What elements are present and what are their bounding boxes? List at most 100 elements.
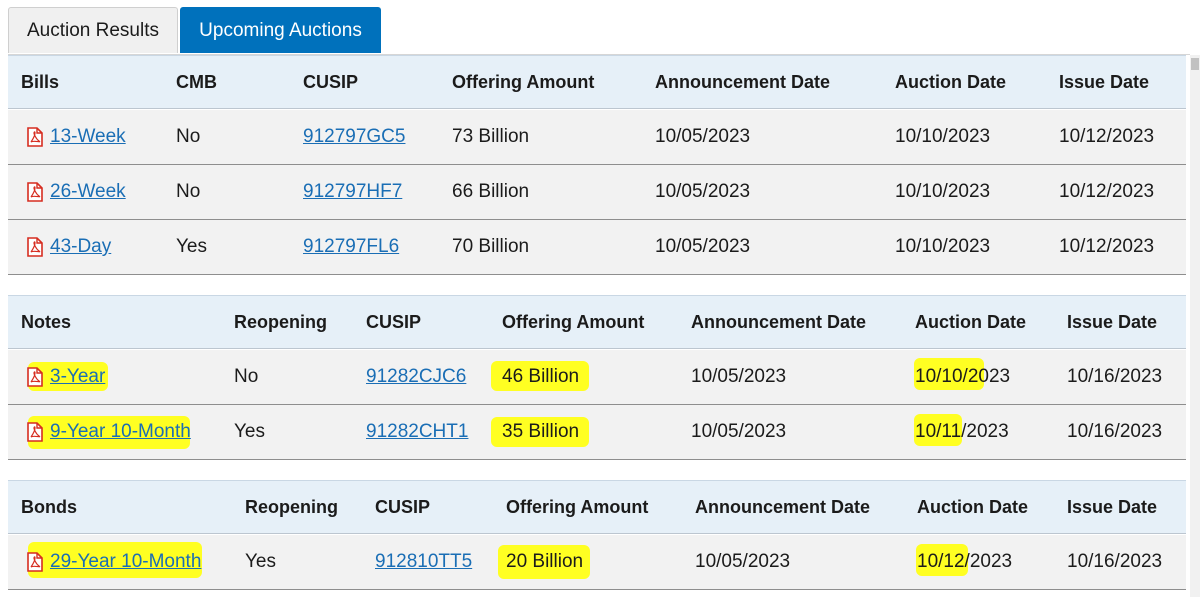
cusip-cell: 912797HF7 — [303, 165, 402, 219]
column-header-announcement-date: Announcement Date — [655, 71, 831, 92]
announcement-date-cell: 10/05/2023 — [695, 551, 791, 572]
column-header-reopening: Reopening — [234, 311, 327, 332]
issue-date-cell: 10/12/2023 — [1059, 126, 1155, 147]
pdf-icon[interactable] — [26, 552, 44, 572]
security-term-link[interactable]: 29-Year 10-Month — [50, 551, 202, 572]
announcement-date-cell: 10/05/2023 — [655, 236, 751, 257]
issue-date-cell: 10/16/2023 — [1067, 551, 1163, 572]
security-term-cell: 13-Week — [26, 110, 126, 164]
security-term-link[interactable]: 13-Week — [50, 126, 126, 147]
auction-date-cell: 10/10/2023 — [895, 126, 991, 147]
highlight-marker — [28, 542, 202, 578]
pdf-icon[interactable] — [26, 237, 44, 257]
column-header-issue-date: Issue Date — [1059, 71, 1150, 92]
column-header-cusip: CUSIP — [366, 311, 422, 332]
highlight-marker — [498, 545, 590, 579]
reopening-cell: No — [234, 366, 259, 387]
column-header-offering-amount: Offering Amount — [502, 311, 645, 332]
notes-table: Notes Reopening CUSIP Offering Amount An… — [8, 295, 1186, 461]
table-row: 13-Week No 912797GC5 73 Billion 10/05/20… — [8, 110, 1186, 165]
column-header-announcement-date: Announcement Date — [691, 311, 867, 332]
security-term-cell: 9-Year 10-Month — [26, 405, 191, 459]
cusip-cell: 91282CJC6 — [366, 350, 466, 404]
auction-date-cell: 10/10/2023 — [895, 181, 991, 202]
announcement-date-cell: 10/05/2023 — [691, 366, 787, 387]
announcement-date-cell: 10/05/2023 — [691, 421, 787, 442]
security-term-cell: 43-Day — [26, 220, 111, 274]
column-header-cusip: CUSIP — [303, 71, 359, 92]
column-header-cusip: CUSIP — [375, 496, 431, 517]
highlight-marker — [491, 417, 589, 447]
bonds-table: Bonds Reopening CUSIP Offering Amount An… — [8, 480, 1186, 591]
bills-table: Bills CMB CUSIP Offering Amount Announce… — [8, 55, 1186, 277]
tab-auction-results[interactable]: Auction Results — [8, 7, 178, 53]
issue-date-cell: 10/16/2023 — [1067, 421, 1163, 442]
offering-amount-cell: 35 Billion — [502, 421, 580, 442]
auction-date-cell: 10/11/2023 — [915, 421, 1009, 442]
column-header-issue-date: Issue Date — [1067, 496, 1158, 517]
cusip-cell: 912797GC5 — [303, 110, 405, 164]
column-header-auction-date: Auction Date — [917, 496, 1029, 517]
highlight-marker — [28, 416, 190, 449]
auction-date-cell: 10/10/2023 — [915, 366, 1011, 387]
issue-date-cell: 10/12/2023 — [1059, 181, 1155, 202]
cmb-cell: Yes — [176, 236, 207, 257]
security-term-link[interactable]: 3-Year — [50, 366, 106, 387]
cusip-link[interactable]: 912810TT5 — [375, 551, 473, 572]
cusip-link[interactable]: 91282CJC6 — [366, 366, 467, 387]
highlight-marker — [491, 361, 589, 391]
highlight-marker — [914, 358, 984, 390]
highlight-marker — [916, 544, 968, 576]
security-term-cell: 3-Year — [26, 350, 105, 404]
table-row: 3-Year No 91282CJC6 46 Billion 10/05/202… — [8, 350, 1186, 405]
column-header-reopening: Reopening — [245, 496, 338, 517]
security-term-link[interactable]: 43-Day — [50, 236, 112, 257]
cusip-cell: 912810TT5 — [375, 535, 472, 589]
column-header-issue-date: Issue Date — [1067, 311, 1158, 332]
column-header-notes: Notes — [21, 311, 72, 332]
column-header-cmb: CMB — [176, 71, 217, 92]
pdf-icon[interactable] — [26, 422, 44, 442]
table-row: 43-Day Yes 912797FL6 70 Billion 10/05/20… — [8, 220, 1186, 275]
cmb-cell: No — [176, 126, 201, 147]
cusip-link[interactable]: 912797HF7 — [303, 181, 403, 202]
offering-amount-cell: 73 Billion — [452, 126, 530, 147]
table-row: 29-Year 10-Month Yes 912810TT5 20 Billio… — [8, 535, 1186, 590]
auction-date-cell: 10/10/2023 — [895, 236, 991, 257]
column-header-offering-amount: Offering Amount — [506, 496, 649, 517]
reopening-cell: Yes — [234, 421, 265, 442]
cusip-link[interactable]: 912797FL6 — [303, 236, 400, 257]
column-header-offering-amount: Offering Amount — [452, 71, 595, 92]
security-term-link[interactable]: 26-Week — [50, 181, 126, 202]
column-header-announcement-date: Announcement Date — [695, 496, 871, 517]
offering-amount-cell: 66 Billion — [452, 181, 530, 202]
cmb-cell: No — [176, 181, 201, 202]
auction-date-cell: 10/12/2023 — [917, 551, 1013, 572]
table-row: 9-Year 10-Month Yes 91282CHT1 35 Billion… — [8, 405, 1186, 460]
cusip-cell: 912797FL6 — [303, 220, 399, 274]
offering-amount-cell: 70 Billion — [452, 236, 530, 257]
table-header: Bills CMB CUSIP Offering Amount Announce… — [8, 55, 1186, 109]
table-header: Notes Reopening CUSIP Offering Amount An… — [8, 295, 1186, 349]
pdf-icon[interactable] — [26, 367, 44, 387]
security-term-cell: 26-Week — [26, 165, 126, 219]
scrollbar-track[interactable] — [1190, 55, 1200, 597]
tab-upcoming-auctions[interactable]: Upcoming Auctions — [180, 7, 381, 53]
reopening-cell: Yes — [245, 551, 276, 572]
tab-divider — [8, 54, 1190, 55]
announcement-date-cell: 10/05/2023 — [655, 181, 751, 202]
table-header: Bonds Reopening CUSIP Offering Amount An… — [8, 480, 1186, 534]
cusip-link[interactable]: 912797GC5 — [303, 126, 406, 147]
issue-date-cell: 10/16/2023 — [1067, 366, 1163, 387]
offering-amount-cell: 46 Billion — [502, 366, 580, 387]
scrollbar-thumb[interactable] — [1191, 58, 1199, 70]
column-header-auction-date: Auction Date — [895, 71, 1007, 92]
pdf-icon[interactable] — [26, 127, 44, 147]
column-header-bonds: Bonds — [21, 496, 77, 517]
issue-date-cell: 10/12/2023 — [1059, 236, 1155, 257]
pdf-icon[interactable] — [26, 182, 44, 202]
cusip-link[interactable]: 91282CHT1 — [366, 421, 469, 442]
security-term-link[interactable]: 9-Year 10-Month — [50, 421, 191, 442]
column-header-bills: Bills — [21, 71, 60, 92]
cusip-cell: 91282CHT1 — [366, 405, 468, 459]
